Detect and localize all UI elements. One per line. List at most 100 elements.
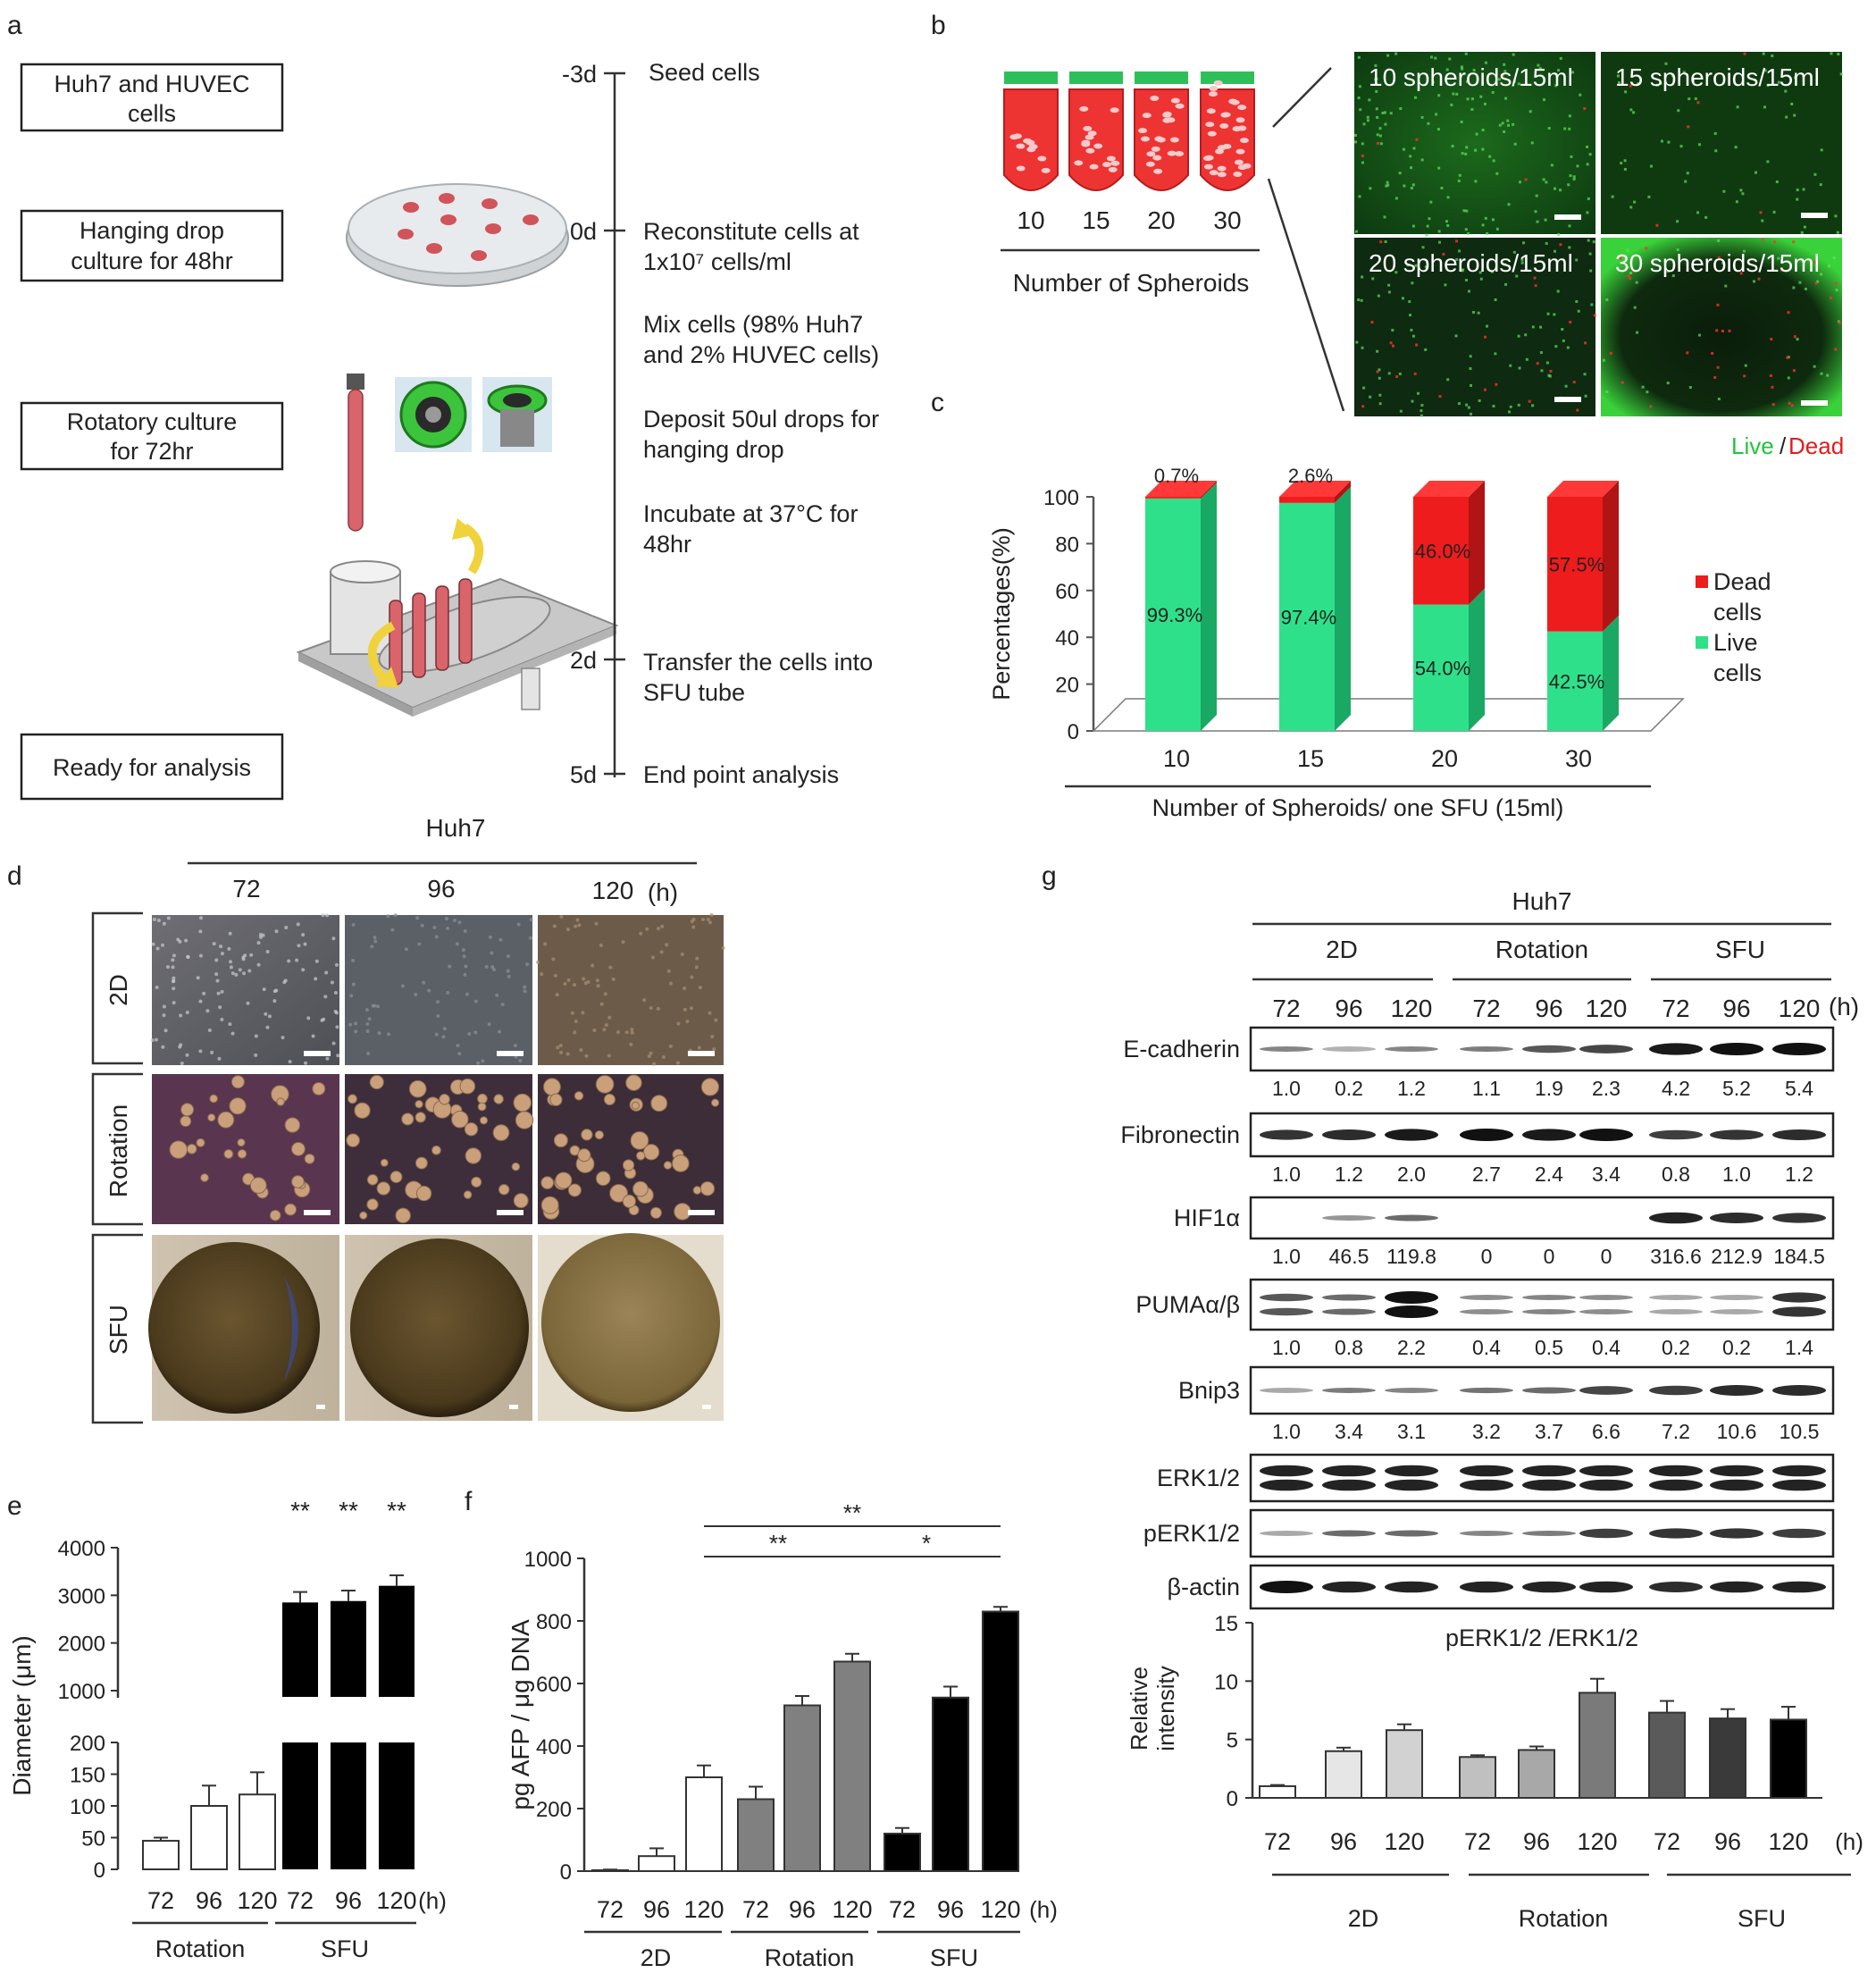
day-0: 0d <box>570 218 597 245</box>
dead-speck <box>1495 382 1498 386</box>
dead-speck <box>1442 252 1445 256</box>
x-group-label: SFU <box>321 1935 369 1962</box>
bar <box>1709 1717 1746 1799</box>
cell-speck <box>227 946 231 951</box>
live-speck <box>1736 105 1739 109</box>
blot-band <box>1649 1479 1703 1491</box>
micrograph-2d-72 <box>152 915 339 1065</box>
blot-quant-value: 2.7 <box>1472 1163 1501 1186</box>
cell-speck <box>463 929 467 934</box>
spheroid-dot <box>1217 165 1227 172</box>
dead-speck <box>1655 223 1659 227</box>
live-speck <box>1483 102 1487 105</box>
spheroid-aggregate <box>354 1102 371 1119</box>
live-speck <box>1403 184 1406 188</box>
live-speck <box>1522 241 1526 245</box>
spheroid-dot <box>1083 125 1093 131</box>
blot-band <box>1385 1291 1438 1304</box>
live-speck <box>1446 223 1450 227</box>
live-speck <box>1561 328 1564 332</box>
live-speck <box>1671 274 1675 278</box>
cell-speck <box>596 984 600 988</box>
cell-speck <box>162 1004 166 1009</box>
live-speck <box>1420 115 1424 119</box>
blot-band <box>1260 1293 1313 1302</box>
blot-band <box>1579 1479 1633 1491</box>
step-1-line1: Huh7 and HUVEC <box>54 71 249 97</box>
spheroid-dot <box>1175 150 1185 156</box>
blot-quant-value: 1.1 <box>1472 1077 1501 1100</box>
cell-speck <box>607 1015 612 1020</box>
live-speck <box>1569 174 1572 178</box>
spheroid-dot <box>1206 108 1216 114</box>
live-speck <box>1666 382 1670 385</box>
x-tick-label: 120 <box>832 1896 872 1923</box>
bar <box>1579 1692 1616 1800</box>
dead-speck <box>1549 369 1553 373</box>
live-speck <box>1659 81 1662 85</box>
live-speck <box>1571 71 1575 74</box>
cell-speck <box>274 988 279 993</box>
dead-speck <box>1370 321 1374 324</box>
bar-live-side <box>1469 588 1485 731</box>
cell-speck <box>691 925 696 929</box>
blot-band <box>1710 1528 1763 1539</box>
cell-speck <box>647 1054 651 1059</box>
live-speck <box>1820 372 1823 375</box>
x-axis-label: Number of Spheroids/ one SFU (15ml) <box>1152 794 1564 821</box>
cell-speck <box>566 978 571 982</box>
blot-band <box>1385 1129 1438 1141</box>
live-speck <box>1479 95 1483 98</box>
live-speck <box>1374 78 1378 81</box>
live-speck <box>1554 345 1558 348</box>
x-tick-label: 72 <box>889 1896 916 1923</box>
cell-speck <box>516 922 521 927</box>
cell-speck <box>242 971 247 976</box>
cell-speck <box>476 1061 481 1065</box>
blot-quant-value: 2.4 <box>1535 1163 1563 1186</box>
cell-speck <box>156 918 161 922</box>
dead-speck <box>1773 240 1777 244</box>
bar-dead <box>1413 497 1469 605</box>
live-speck <box>1465 209 1469 213</box>
y-tick-label: 1000 <box>58 1680 105 1704</box>
live-speck <box>1568 114 1571 118</box>
cell-speck <box>473 999 478 1003</box>
cell-speck <box>668 1044 673 1048</box>
cell-speck <box>333 991 338 995</box>
cell-speck <box>205 1009 210 1013</box>
cell-speck <box>215 978 220 983</box>
cell-speck <box>434 935 439 939</box>
blot-band <box>1579 1465 1633 1477</box>
live-speck <box>1357 298 1361 302</box>
live-speck <box>1410 186 1413 189</box>
blot-band <box>1385 1046 1438 1052</box>
live-speck <box>1641 385 1645 389</box>
live-speck <box>1362 122 1366 126</box>
bar <box>982 1610 1019 1872</box>
cell-speck <box>665 943 669 947</box>
cell-speck <box>284 925 289 929</box>
cell-speck <box>283 978 288 983</box>
live-speck <box>1633 306 1637 309</box>
blot-band <box>1710 1213 1763 1223</box>
g-time-label: 72 <box>1472 995 1500 1022</box>
dead-speck <box>1834 281 1838 285</box>
live-speck <box>1563 127 1567 130</box>
blot-band <box>1385 1465 1438 1477</box>
spheroid-dot <box>1232 126 1242 132</box>
bar-lower <box>331 1742 366 1869</box>
spheroid-dot <box>1235 148 1245 155</box>
g-group: 2D <box>1326 936 1358 963</box>
tube-axis-label: Number of Spheroids <box>1013 269 1250 297</box>
blot-band <box>1460 1129 1513 1141</box>
live-speck <box>1646 390 1649 394</box>
spheroid-dot <box>1037 155 1047 162</box>
spheroid-aggregate <box>603 1093 616 1106</box>
spheroid-aggregate <box>401 1112 415 1126</box>
spheroid-aggregate <box>477 1093 488 1104</box>
live-speck <box>1633 200 1637 204</box>
cell-speck <box>506 954 510 959</box>
x-tick-label: 72 <box>742 1896 769 1923</box>
